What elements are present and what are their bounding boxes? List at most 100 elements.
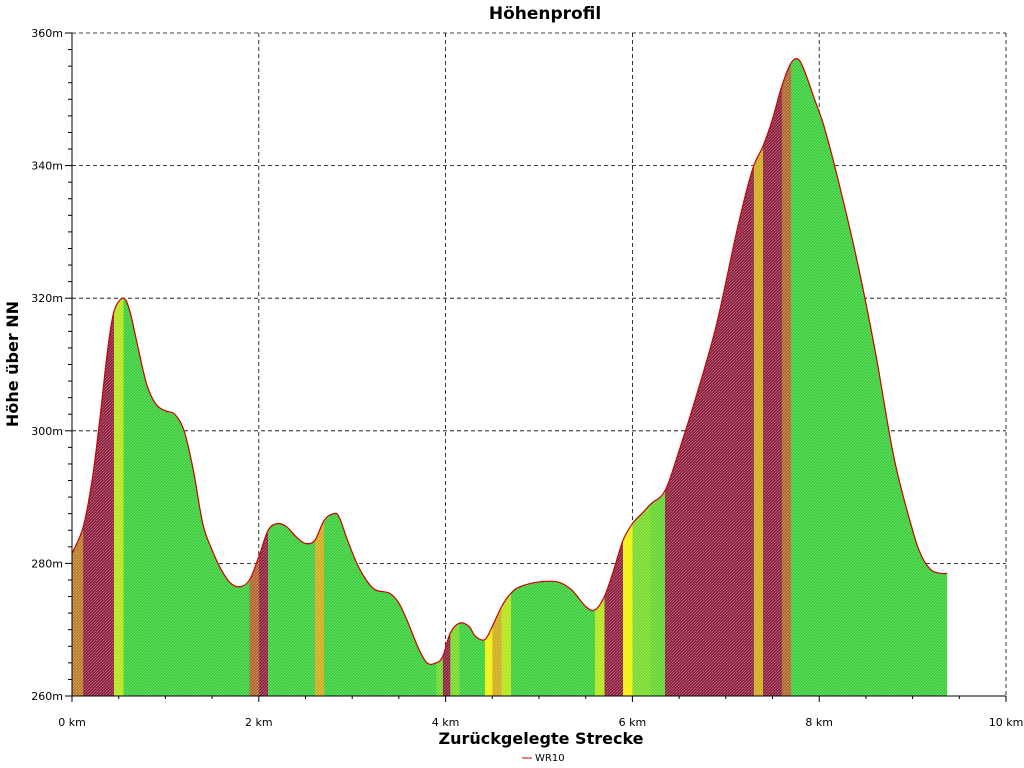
data-point bbox=[212, 550, 213, 551]
data-point bbox=[735, 238, 736, 239]
x-tick-label: 4 km bbox=[432, 716, 460, 729]
data-point bbox=[193, 470, 194, 471]
x-tick-label: 10 km bbox=[989, 716, 1024, 729]
data-point bbox=[202, 523, 203, 524]
data-point bbox=[484, 639, 485, 640]
data-point bbox=[375, 589, 376, 590]
data-point bbox=[492, 626, 493, 627]
data-point bbox=[520, 586, 521, 587]
data-point bbox=[501, 606, 502, 607]
data-point bbox=[912, 530, 913, 531]
data-point bbox=[324, 520, 325, 521]
data-point bbox=[475, 636, 476, 637]
data-point bbox=[604, 596, 605, 597]
data-point bbox=[664, 490, 665, 491]
data-point bbox=[240, 586, 241, 587]
data-point bbox=[613, 569, 614, 570]
y-axis-ticks: 260m 280m 300m 320m 340m 360m bbox=[31, 27, 72, 703]
data-point bbox=[366, 579, 367, 580]
data-point bbox=[83, 526, 84, 527]
data-point bbox=[417, 646, 418, 647]
data-point bbox=[510, 593, 511, 594]
y-tick-label: 280m bbox=[31, 557, 63, 570]
x-tick-label: 2 km bbox=[245, 716, 273, 729]
data-point bbox=[146, 384, 147, 385]
x-axis-ticks: 0 km 2 km 4 km 6 km 8 km 10 km bbox=[58, 696, 1023, 729]
data-point bbox=[622, 540, 623, 541]
legend: WR10 bbox=[522, 753, 565, 764]
legend-label-wr10: WR10 bbox=[535, 753, 565, 764]
data-point bbox=[772, 119, 773, 120]
data-point bbox=[277, 523, 278, 524]
data-point bbox=[459, 622, 460, 623]
data-point bbox=[107, 351, 108, 352]
data-point bbox=[398, 603, 399, 604]
elevation-line-wr10 bbox=[72, 58, 948, 665]
data-point bbox=[468, 626, 469, 627]
x-tick-label: 8 km bbox=[805, 716, 833, 729]
elevation-hatch bbox=[72, 58, 948, 696]
data-point bbox=[92, 477, 93, 478]
x-axis-title: Zurückgelegte Strecke bbox=[438, 729, 643, 748]
data-point bbox=[137, 344, 138, 345]
data-point bbox=[356, 563, 357, 564]
data-point bbox=[571, 589, 572, 590]
data-point bbox=[339, 516, 340, 517]
data-point bbox=[123, 298, 124, 299]
data-point bbox=[641, 513, 642, 514]
data-point bbox=[805, 72, 806, 73]
elevation-area bbox=[72, 58, 948, 696]
data-point bbox=[99, 417, 100, 418]
y-tick-label: 320m bbox=[31, 292, 63, 305]
data-point bbox=[697, 390, 698, 391]
data-point bbox=[450, 632, 451, 633]
data-point bbox=[296, 536, 297, 537]
data-point bbox=[442, 656, 443, 657]
data-point bbox=[258, 556, 259, 557]
data-point bbox=[113, 311, 114, 312]
x-tick-label: 0 km bbox=[58, 716, 86, 729]
y-tick-label: 260m bbox=[31, 690, 63, 703]
data-point bbox=[305, 543, 306, 544]
data-point bbox=[798, 59, 799, 60]
data-point bbox=[940, 573, 941, 574]
data-point bbox=[268, 530, 269, 531]
y-tick-label: 340m bbox=[31, 160, 63, 173]
data-point bbox=[183, 430, 184, 431]
data-point bbox=[837, 178, 838, 179]
x-tick-label: 6 km bbox=[619, 716, 647, 729]
data-point bbox=[814, 99, 815, 100]
data-point bbox=[314, 540, 315, 541]
data-point bbox=[333, 513, 334, 514]
data-point bbox=[823, 125, 824, 126]
data-point bbox=[744, 198, 745, 199]
data-point bbox=[129, 311, 130, 312]
data-point bbox=[230, 583, 231, 584]
data-point bbox=[856, 258, 857, 259]
data-point bbox=[408, 622, 409, 623]
data-point bbox=[165, 410, 166, 411]
data-point bbox=[286, 526, 287, 527]
data-point bbox=[632, 523, 633, 524]
data-point bbox=[931, 569, 932, 570]
data-point bbox=[753, 165, 754, 166]
data-point bbox=[947, 573, 948, 574]
data-point bbox=[921, 556, 922, 557]
data-point bbox=[875, 351, 876, 352]
data-point bbox=[221, 569, 222, 570]
data-point bbox=[585, 606, 586, 607]
data-point bbox=[781, 85, 782, 86]
data-point bbox=[893, 457, 894, 458]
data-point bbox=[716, 324, 717, 325]
data-point bbox=[538, 581, 539, 582]
data-point bbox=[763, 145, 764, 146]
data-point bbox=[174, 414, 175, 415]
data-point bbox=[594, 609, 595, 610]
y-axis-title: Höhe über NN bbox=[3, 301, 22, 427]
data-point bbox=[650, 503, 651, 504]
data-point bbox=[557, 581, 558, 582]
data-point bbox=[791, 62, 792, 63]
data-point bbox=[155, 404, 156, 405]
data-point bbox=[389, 593, 390, 594]
